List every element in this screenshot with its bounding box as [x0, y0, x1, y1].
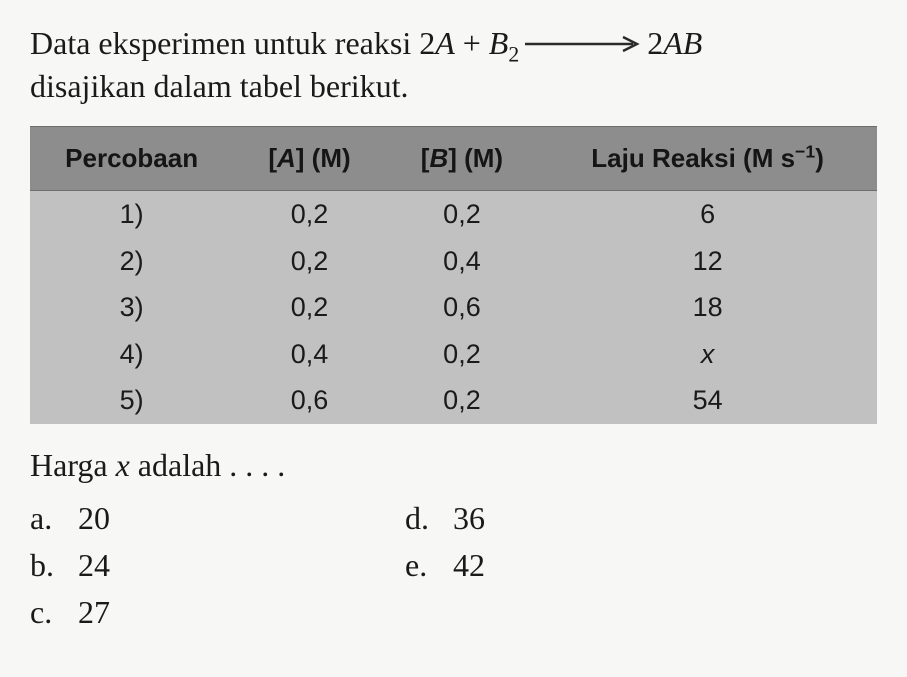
h2-post: ] (M) — [296, 143, 351, 173]
col-b: [B] (M) — [386, 127, 538, 191]
option-c: c. 27 — [30, 591, 375, 634]
option-letter: a. — [30, 497, 78, 540]
option-value: 27 — [78, 591, 110, 634]
prompt-pre: Harga — [30, 447, 116, 483]
cell-a: 0,2 — [233, 284, 385, 330]
option-b: b. 24 — [30, 544, 375, 587]
cell-b: 0,2 — [386, 191, 538, 238]
answer-prompt: Harga x adalah . . . . — [30, 444, 877, 487]
eq-a: A — [435, 25, 455, 61]
h4-exp: −1 — [795, 142, 815, 162]
cell-a: 0,6 — [233, 377, 385, 423]
eq-ab: AB — [663, 25, 702, 61]
h3-b: B — [429, 143, 448, 173]
eq-sub2: 2 — [508, 42, 519, 66]
options-grid: a. 20 d. 36 b. 24 e. 42 c. 27 — [30, 497, 750, 635]
h2-a: A — [277, 143, 296, 173]
option-value: 24 — [78, 544, 110, 587]
question-line2: disajikan dalam tabel berikut. — [30, 68, 409, 104]
prompt-x: x — [116, 447, 130, 483]
cell-n: 1) — [30, 191, 233, 238]
cell-n: 4) — [30, 331, 233, 377]
col-a: [A] (M) — [233, 127, 385, 191]
h3-post: ] (M) — [448, 143, 503, 173]
eq-plus: + — [455, 25, 489, 61]
cell-a: 0,2 — [233, 191, 385, 238]
cell-b: 0,2 — [386, 331, 538, 377]
option-letter: e. — [405, 544, 453, 587]
option-d: d. 36 — [405, 497, 750, 540]
h2-pre: [ — [268, 143, 277, 173]
table-row: 1) 0,2 0,2 6 — [30, 191, 877, 238]
eq-two: 2 — [419, 25, 435, 61]
option-e: e. 42 — [405, 544, 750, 587]
option-value: 42 — [453, 544, 485, 587]
cell-r: 18 — [538, 284, 877, 330]
cell-r: x — [538, 331, 877, 377]
col-percobaan-label: Percobaan — [65, 143, 198, 173]
question-line1-pre: Data eksperimen untuk reaksi — [30, 25, 419, 61]
prompt-post: adalah . . . . — [130, 447, 286, 483]
cell-b: 0,6 — [386, 284, 538, 330]
cell-r: 12 — [538, 238, 877, 284]
cell-n: 2) — [30, 238, 233, 284]
cell-b: 0,2 — [386, 377, 538, 423]
cell-a: 0,2 — [233, 238, 385, 284]
cell-r: 54 — [538, 377, 877, 423]
option-value: 20 — [78, 497, 110, 540]
option-letter: c. — [30, 591, 78, 634]
cell-a: 0,4 — [233, 331, 385, 377]
option-a: a. 20 — [30, 497, 375, 540]
reaction-arrow-icon — [525, 35, 643, 53]
eq-two-ab: 2 — [647, 25, 663, 61]
option-letter: b. — [30, 544, 78, 587]
table-row: 4) 0,4 0,2 x — [30, 331, 877, 377]
option-value: 36 — [453, 497, 485, 540]
col-rate: Laju Reaksi (M s−1) — [538, 127, 877, 191]
table-header-row: Percobaan [A] (M) [B] (M) Laju Reaksi (M… — [30, 127, 877, 191]
cell-b: 0,4 — [386, 238, 538, 284]
table-body: 1) 0,2 0,2 6 2) 0,2 0,4 12 3) 0,2 0,6 18… — [30, 191, 877, 424]
table-row: 2) 0,2 0,4 12 — [30, 238, 877, 284]
cell-n: 5) — [30, 377, 233, 423]
h4-pre: Laju Reaksi (M s — [591, 143, 795, 173]
eq-b: B — [489, 25, 509, 61]
table-row: 5) 0,6 0,2 54 — [30, 377, 877, 423]
col-percobaan: Percobaan — [30, 127, 233, 191]
cell-r: 6 — [538, 191, 877, 238]
data-table: Percobaan [A] (M) [B] (M) Laju Reaksi (M… — [30, 126, 877, 423]
question-text: Data eksperimen untuk reaksi 2A + B22AB … — [30, 22, 877, 108]
table-row: 3) 0,2 0,6 18 — [30, 284, 877, 330]
option-letter: d. — [405, 497, 453, 540]
cell-n: 3) — [30, 284, 233, 330]
h4-post: ) — [815, 143, 824, 173]
